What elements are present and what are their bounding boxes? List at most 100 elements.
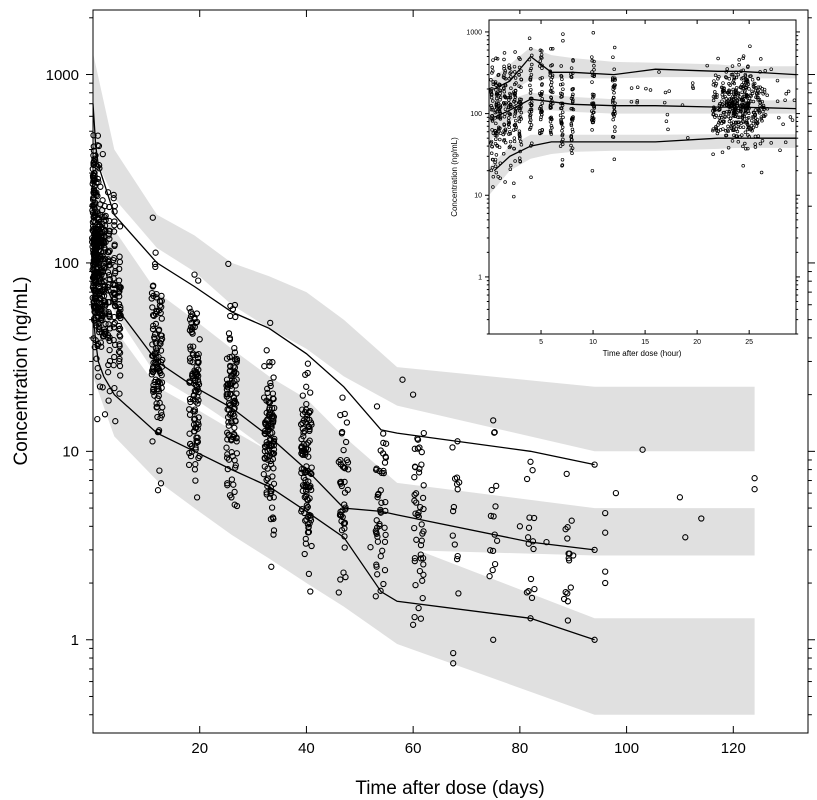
observation-point <box>746 64 750 69</box>
observation-point <box>489 151 494 156</box>
observation-point <box>590 59 594 63</box>
observation-point <box>374 533 381 540</box>
observation-point <box>381 566 389 574</box>
observation-point <box>373 561 380 568</box>
observation-point <box>339 463 347 470</box>
observation-point <box>411 557 418 565</box>
observation-point <box>233 502 241 510</box>
observation-point <box>746 133 750 137</box>
observation-point <box>743 112 747 116</box>
observed-percentile-5-line <box>493 137 796 172</box>
observation-point <box>269 395 277 402</box>
observation-point <box>716 129 721 133</box>
observation-point <box>185 461 193 469</box>
observation-point <box>490 144 494 149</box>
observation-point <box>101 213 108 221</box>
percentile-endpoint <box>591 546 598 554</box>
observation-point <box>228 385 235 393</box>
observation-point <box>502 122 506 126</box>
observation-point <box>116 223 124 230</box>
observation-point <box>747 101 751 105</box>
observation-point <box>449 532 456 539</box>
observation-point <box>105 309 112 316</box>
observation-point <box>568 517 575 524</box>
observation-point <box>419 494 427 502</box>
observation-point <box>189 350 197 357</box>
observation-point <box>416 444 423 451</box>
observation-point <box>490 513 497 520</box>
observation-point <box>502 115 507 119</box>
main-x-axis-label: Time after dose (days) <box>355 778 544 799</box>
observation-point <box>740 133 744 137</box>
observation-point <box>193 318 201 326</box>
observation-point <box>508 131 513 136</box>
observation-point <box>744 92 749 97</box>
observation-point <box>106 247 113 254</box>
observation-point <box>116 341 123 348</box>
inset-x-axis-label: Time after dose (hour) <box>603 349 682 358</box>
observation-point <box>560 129 564 133</box>
observation-point <box>747 87 751 91</box>
observation-point <box>157 309 164 317</box>
predicted-interval-upper-band <box>489 47 796 114</box>
observation-point <box>190 421 198 428</box>
observation-point <box>95 215 103 223</box>
observation-point <box>730 139 735 143</box>
observation-point <box>409 391 417 398</box>
observation-point <box>270 494 277 501</box>
observation-point <box>223 444 230 451</box>
observation-point <box>304 360 312 367</box>
observation-point <box>192 371 200 378</box>
observation-point <box>417 615 425 622</box>
observation-point <box>745 83 749 88</box>
observation-point <box>262 420 269 427</box>
observation-point <box>727 90 731 94</box>
observation-point <box>512 136 517 140</box>
observation-point <box>508 144 513 149</box>
observation-point <box>611 95 616 100</box>
observation-point <box>571 58 575 62</box>
observation-point <box>233 370 240 377</box>
observation-point <box>559 64 563 68</box>
observation-point <box>611 113 616 117</box>
observed-percentile-95-line <box>92 103 595 466</box>
observation-point <box>592 68 596 72</box>
observation-point <box>501 75 506 79</box>
observation-point <box>507 120 512 125</box>
observation-point <box>149 341 156 348</box>
observation-point <box>112 418 119 425</box>
observation-point <box>611 77 615 81</box>
observation-point <box>569 122 574 126</box>
observation-point <box>195 350 202 358</box>
observation-point <box>529 107 534 112</box>
observation-point <box>559 73 563 78</box>
observation-point <box>512 91 517 96</box>
observation-point <box>514 81 518 85</box>
observation-point <box>590 80 594 84</box>
observation-point <box>724 133 729 138</box>
observation-point <box>559 91 563 96</box>
observation-point <box>565 557 573 564</box>
inset-x-ticks: 5 10 15 20 25 <box>539 20 753 346</box>
observation-point <box>560 163 564 168</box>
observation-point <box>96 165 103 172</box>
observation-point <box>519 117 523 121</box>
observation-point <box>261 443 269 450</box>
observation-point <box>538 93 543 97</box>
observation-point <box>225 330 233 337</box>
observation-point <box>711 83 716 87</box>
observation-point <box>663 90 668 95</box>
observation-point <box>788 115 793 119</box>
observation-point <box>149 352 156 359</box>
observation-point <box>738 125 742 130</box>
observation-point <box>639 446 646 453</box>
observation-point <box>196 336 203 343</box>
observation-point <box>526 514 533 521</box>
observation-point <box>528 118 533 122</box>
observation-point <box>382 498 389 506</box>
observation-point <box>690 81 695 85</box>
observation-point <box>662 100 667 105</box>
predicted-interval-lower-band <box>489 134 796 196</box>
observation-point <box>529 175 533 180</box>
observation-point <box>93 355 100 362</box>
